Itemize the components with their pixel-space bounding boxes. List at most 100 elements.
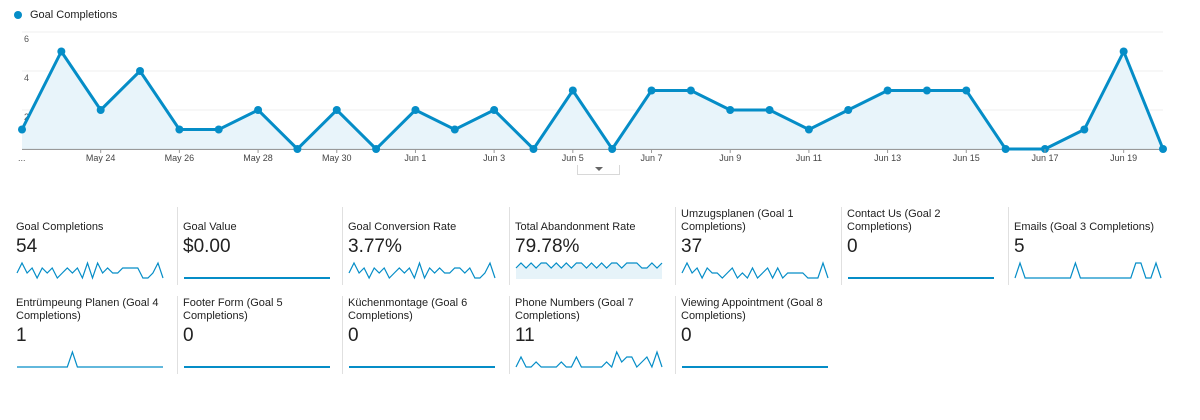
metric-sparkline <box>349 366 495 368</box>
data-point[interactable] <box>1119 47 1128 56</box>
metric-tile[interactable]: Goal Conversion Rate 3.77% <box>348 207 508 297</box>
metric-tile[interactable]: Footer Form (Goal 5 Completions) 0 <box>183 296 343 386</box>
metric-label: Goal Completions <box>16 221 104 233</box>
metric-tile[interactable]: Contact Us (Goal 2 Completions) 0 <box>847 207 1007 297</box>
data-point[interactable] <box>136 67 145 75</box>
metric-label: Total Abandonment Rate <box>515 221 636 233</box>
x-tick-label: May 26 <box>165 153 195 163</box>
metric-sparkline <box>1014 261 1162 279</box>
metric-tile[interactable]: Umzugsplanen (Goal 1 Completions) 37 <box>681 207 841 297</box>
sparkline-path <box>348 261 496 280</box>
data-point[interactable] <box>568 86 577 95</box>
x-tick-label: Jun 9 <box>719 153 741 163</box>
metric-divider <box>1008 207 1009 285</box>
metric-value: 54 <box>16 236 38 257</box>
metric-divider <box>841 207 842 285</box>
data-point[interactable] <box>529 145 538 153</box>
metric-value: 37 <box>681 236 703 257</box>
x-tick-label: Jun 17 <box>1031 153 1058 163</box>
data-point[interactable] <box>214 125 223 134</box>
metric-value: $0.00 <box>183 236 231 257</box>
metric-value: 0 <box>681 325 692 346</box>
x-tick-label: Jun 1 <box>404 153 426 163</box>
metric-divider <box>675 296 676 374</box>
data-point[interactable] <box>450 125 459 134</box>
data-point[interactable] <box>726 106 735 114</box>
chart-legend[interactable]: Goal Completions <box>14 9 117 21</box>
data-point[interactable] <box>57 47 66 56</box>
metric-value: 3.77% <box>348 236 402 257</box>
metric-sparkline <box>184 277 330 279</box>
metric-tile[interactable]: Entrümpeung Planen (Goal 4 Completions) 1 <box>16 296 176 386</box>
metric-sparkline <box>515 350 663 369</box>
goal-completions-chart[interactable]: 2 4 6 ... May 24 May 26 May 28 May 30 Jun 1 Jun … <box>0 0 1200 180</box>
y-tick-label: 6 <box>24 34 29 44</box>
sparkline-path <box>16 261 164 280</box>
metric-label: Contact Us (Goal 2 Completions) <box>847 208 941 233</box>
metric-label: Goal Conversion Rate <box>348 221 457 233</box>
metric-label: Viewing Appointment (Goal 8 Completions) <box>681 297 823 322</box>
metric-tile[interactable]: Küchenmontage (Goal 6 Completions) 0 <box>348 296 508 386</box>
sparkline-path <box>515 262 663 269</box>
legend-dot-icon <box>14 11 22 19</box>
metric-divider <box>177 207 178 285</box>
sparkline-path <box>1014 261 1162 279</box>
metric-value: 11 <box>515 325 535 346</box>
data-point[interactable] <box>922 86 931 95</box>
x-tick-label: Jun 5 <box>562 153 584 163</box>
data-point[interactable] <box>608 145 617 153</box>
data-point[interactable] <box>804 125 813 134</box>
x-tick-label: Jun 3 <box>483 153 505 163</box>
data-point[interactable] <box>411 106 420 114</box>
metric-sparkline <box>681 261 829 280</box>
metric-sparkline <box>348 261 496 280</box>
chart-collapse-toggle[interactable] <box>577 165 620 175</box>
metric-value: 1 <box>16 325 27 346</box>
data-point[interactable] <box>254 106 263 114</box>
data-point[interactable] <box>293 145 302 153</box>
metric-sparkline <box>848 277 994 279</box>
data-point[interactable] <box>1001 145 1010 153</box>
sparkline-path <box>515 350 663 369</box>
metric-label: Goal Value <box>183 221 237 233</box>
data-point[interactable] <box>96 106 105 114</box>
data-point[interactable] <box>490 106 499 114</box>
metric-label: Emails (Goal 3 Completions) <box>1014 221 1154 233</box>
metric-label: Umzugsplanen (Goal 1 Completions) <box>681 208 794 233</box>
metric-label: Küchenmontage (Goal 6 Completions) <box>348 297 468 322</box>
data-point[interactable] <box>844 106 853 114</box>
metric-sparkline <box>17 350 163 368</box>
data-point[interactable] <box>883 86 892 95</box>
x-tick-label: May 30 <box>322 153 352 163</box>
legend-label: Goal Completions <box>30 9 118 21</box>
data-point[interactable] <box>765 106 774 114</box>
data-point[interactable] <box>18 125 26 134</box>
metric-tile[interactable]: Goal Completions 54 <box>16 207 176 297</box>
metric-divider <box>509 296 510 374</box>
data-point[interactable] <box>1080 125 1089 134</box>
metric-tile[interactable]: Viewing Appointment (Goal 8 Completions)… <box>681 296 841 386</box>
metric-label: Phone Numbers (Goal 7 Completions) <box>515 297 634 322</box>
x-tick-label: May 24 <box>86 153 116 163</box>
metric-value: 0 <box>348 325 359 346</box>
metric-sparkline <box>682 366 828 368</box>
x-tick-label: Jun 19 <box>1110 153 1137 163</box>
data-point[interactable] <box>175 125 184 134</box>
data-point[interactable] <box>647 86 656 95</box>
metric-tile[interactable]: Goal Value $0.00 <box>183 207 343 297</box>
metric-tile[interactable]: Emails (Goal 3 Completions) 5 <box>1014 207 1174 297</box>
data-point[interactable] <box>962 86 971 95</box>
metric-tile[interactable]: Total Abandonment Rate 79.78% <box>515 207 675 297</box>
sparkline-path <box>681 261 829 280</box>
data-point[interactable] <box>332 106 341 114</box>
metric-divider <box>675 207 676 285</box>
x-tick-label: ... <box>18 153 26 163</box>
metric-sparkline <box>16 261 164 280</box>
data-point[interactable] <box>1159 145 1167 153</box>
metric-value: 0 <box>847 236 858 257</box>
x-tick-label: Jun 15 <box>953 153 980 163</box>
data-point[interactable] <box>686 86 695 95</box>
x-tick-label: Jun 13 <box>874 153 901 163</box>
metric-tile[interactable]: Phone Numbers (Goal 7 Completions) 11 <box>515 296 675 386</box>
data-point[interactable] <box>372 145 381 153</box>
